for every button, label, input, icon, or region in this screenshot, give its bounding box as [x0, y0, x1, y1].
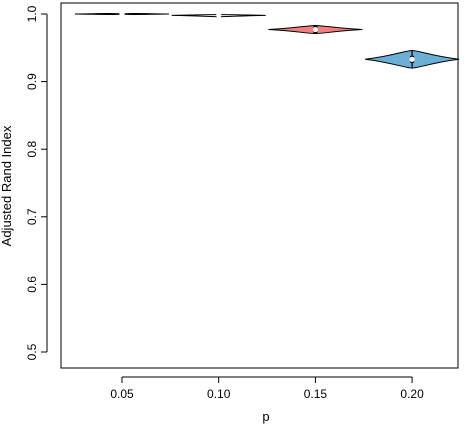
violin-0.10 [171, 12, 266, 18]
y-tick-label: 1.0 [25, 5, 39, 22]
violin-median [312, 26, 318, 33]
x-axis: 0.05 0.10 0.15 0.20 [110, 376, 424, 401]
violin-0.20 [365, 50, 460, 69]
y-tick-label: 0.7 [25, 208, 39, 225]
x-tick-label: 0.15 [304, 387, 328, 401]
y-axis: 0.5 0.6 0.7 0.8 0.9 1.0 [25, 5, 48, 360]
violin-median [216, 12, 222, 18]
plot-frame [60, 2, 459, 369]
violin-0.15 [268, 24, 363, 35]
y-tick-label: 0.8 [25, 141, 39, 158]
x-axis-title: p [262, 409, 269, 424]
y-tick-label: 0.5 [25, 343, 39, 360]
x-tick-label: 0.05 [110, 387, 134, 401]
violin-median [409, 56, 415, 62]
y-axis-title: Adjusted Rand Index [0, 125, 14, 246]
y-tick-label: 0.9 [25, 73, 39, 90]
x-tick-label: 0.10 [207, 387, 231, 401]
violin-median [119, 11, 125, 17]
violin-0.05 [74, 11, 170, 17]
y-tick-label: 0.6 [25, 276, 39, 293]
x-tick-label: 0.20 [400, 387, 424, 401]
violins [74, 11, 460, 69]
